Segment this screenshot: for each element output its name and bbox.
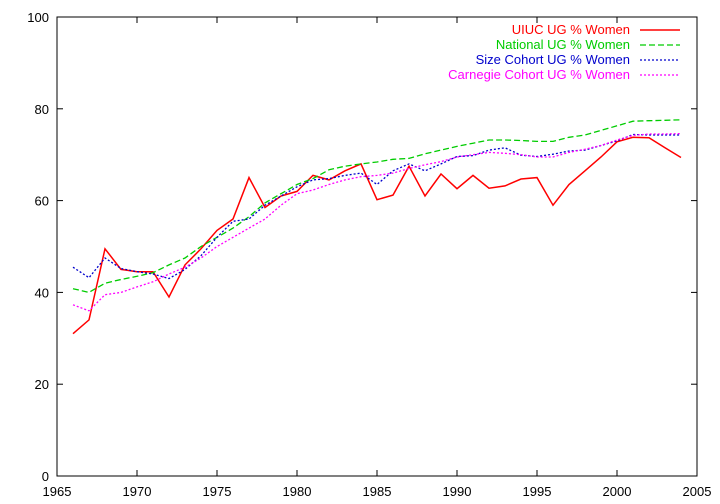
axis-ticks: 1965 1970 1975 1980 1985 1990 1995 2000 2005 0 20 4… [27, 10, 711, 499]
series-lines [72, 119, 682, 335]
x-tick-label: 1990 [443, 484, 472, 499]
x-tick-label: 1985 [363, 484, 392, 499]
series-line-2 [72, 119, 682, 294]
y-tick-label: 20 [35, 377, 49, 392]
series-line-4 [72, 132, 682, 312]
x-tick-label: 1995 [523, 484, 552, 499]
x-tick-label: 2000 [603, 484, 632, 499]
y-tick-label: 100 [27, 10, 49, 25]
x-tick-label: 1965 [43, 484, 72, 499]
legend-label-3: Size Cohort UG % Women [476, 52, 630, 67]
series-line-1 [72, 136, 682, 335]
y-tick-label: 40 [35, 285, 49, 300]
legend-label-4: Carnegie Cohort UG % Women [448, 67, 630, 82]
y-tick-label: 0 [42, 469, 49, 484]
series-line-3 [72, 133, 681, 280]
plot-frame [56, 16, 698, 477]
x-tick-label: 1975 [203, 484, 232, 499]
y-tick-label: 80 [35, 102, 49, 117]
x-tick-label: 1970 [123, 484, 152, 499]
x-tick-label: 1980 [283, 484, 312, 499]
legend-label-2: National UG % Women [496, 37, 630, 52]
legend-label-1: UIUC UG % Women [512, 22, 630, 37]
y-tick-label: 60 [35, 194, 49, 209]
x-tick-label: 2005 [683, 484, 712, 499]
